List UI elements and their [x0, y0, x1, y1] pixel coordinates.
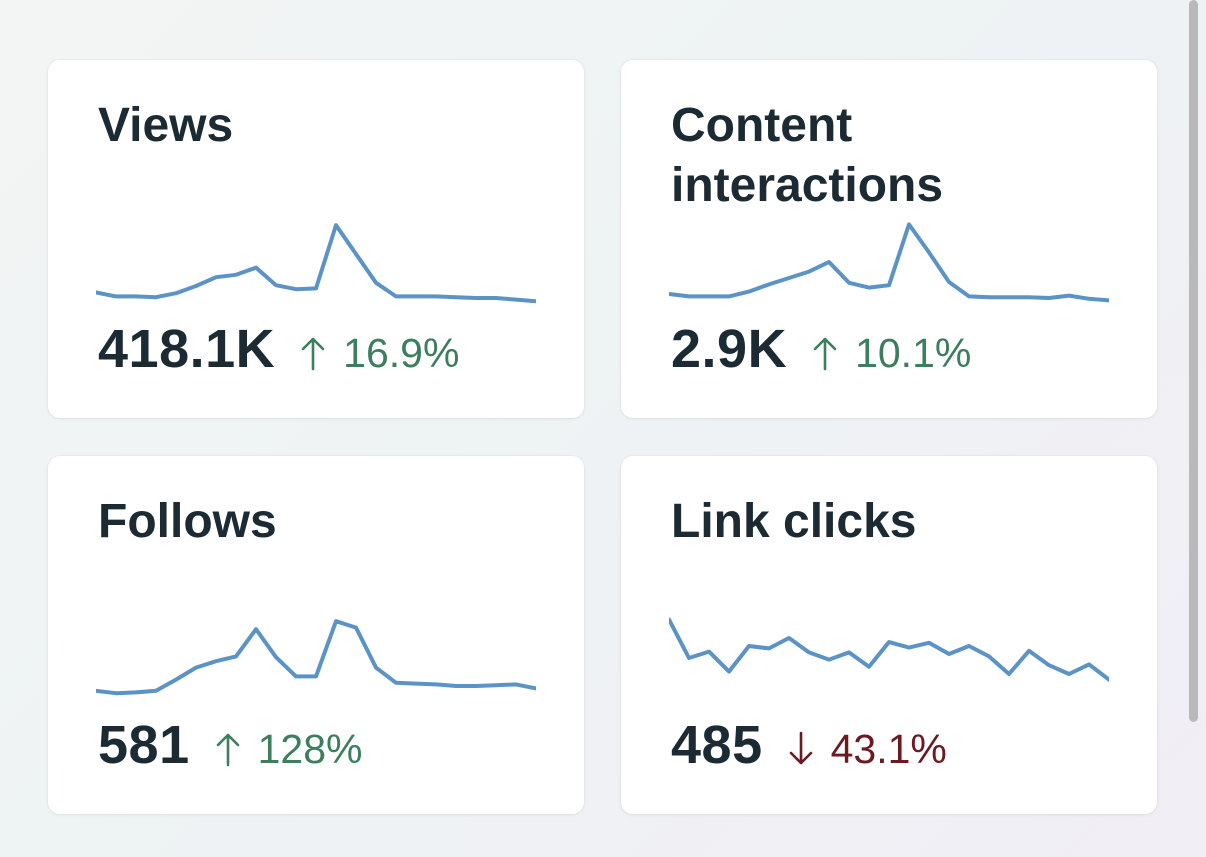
arrow-down-icon	[789, 731, 812, 765]
metric-change: 43.1%	[830, 726, 947, 772]
sparkline-chart	[96, 619, 536, 696]
card-title: Content interactions	[671, 99, 944, 212]
metric-row: 2.9K 10.1%	[671, 318, 971, 380]
card-title: Views	[98, 99, 234, 152]
metric-card-content-interactions[interactable]: Content interactions 2.9K 10.1%	[621, 60, 1157, 418]
metric-row: 485 43.1%	[671, 714, 947, 776]
metric-value: 485	[671, 715, 763, 775]
sparkline-path	[96, 223, 536, 304]
metric-row: 581 128%	[98, 714, 362, 776]
sparkline-path	[669, 222, 1109, 303]
metric-change: 16.9%	[343, 330, 460, 376]
metric-value: 581	[98, 715, 190, 775]
card-title: Follows	[98, 495, 277, 548]
sparkline-chart	[96, 223, 536, 304]
scrollbar[interactable]	[1189, 0, 1198, 722]
sparkline-chart	[669, 222, 1109, 303]
metric-card-follows[interactable]: Follows 581 128%	[48, 456, 584, 814]
metric-value: 418.1K	[98, 319, 276, 379]
sparkline-path	[669, 617, 1109, 682]
arrow-up-icon	[301, 337, 325, 371]
sparkline-path	[96, 619, 536, 696]
sparkline-chart	[669, 617, 1109, 682]
metric-row: 418.1K 16.9%	[98, 318, 459, 380]
card-title: Link clicks	[671, 495, 917, 548]
metric-change: 128%	[257, 726, 363, 772]
metric-value: 2.9K	[671, 319, 788, 379]
metric-card-link-clicks[interactable]: Link clicks 485 43.1%	[621, 456, 1157, 814]
arrow-up-icon	[216, 733, 239, 767]
metric-card-views[interactable]: Views 418.1K 16.9%	[48, 60, 584, 418]
arrow-up-icon	[813, 337, 837, 371]
metric-change: 10.1%	[855, 330, 972, 376]
